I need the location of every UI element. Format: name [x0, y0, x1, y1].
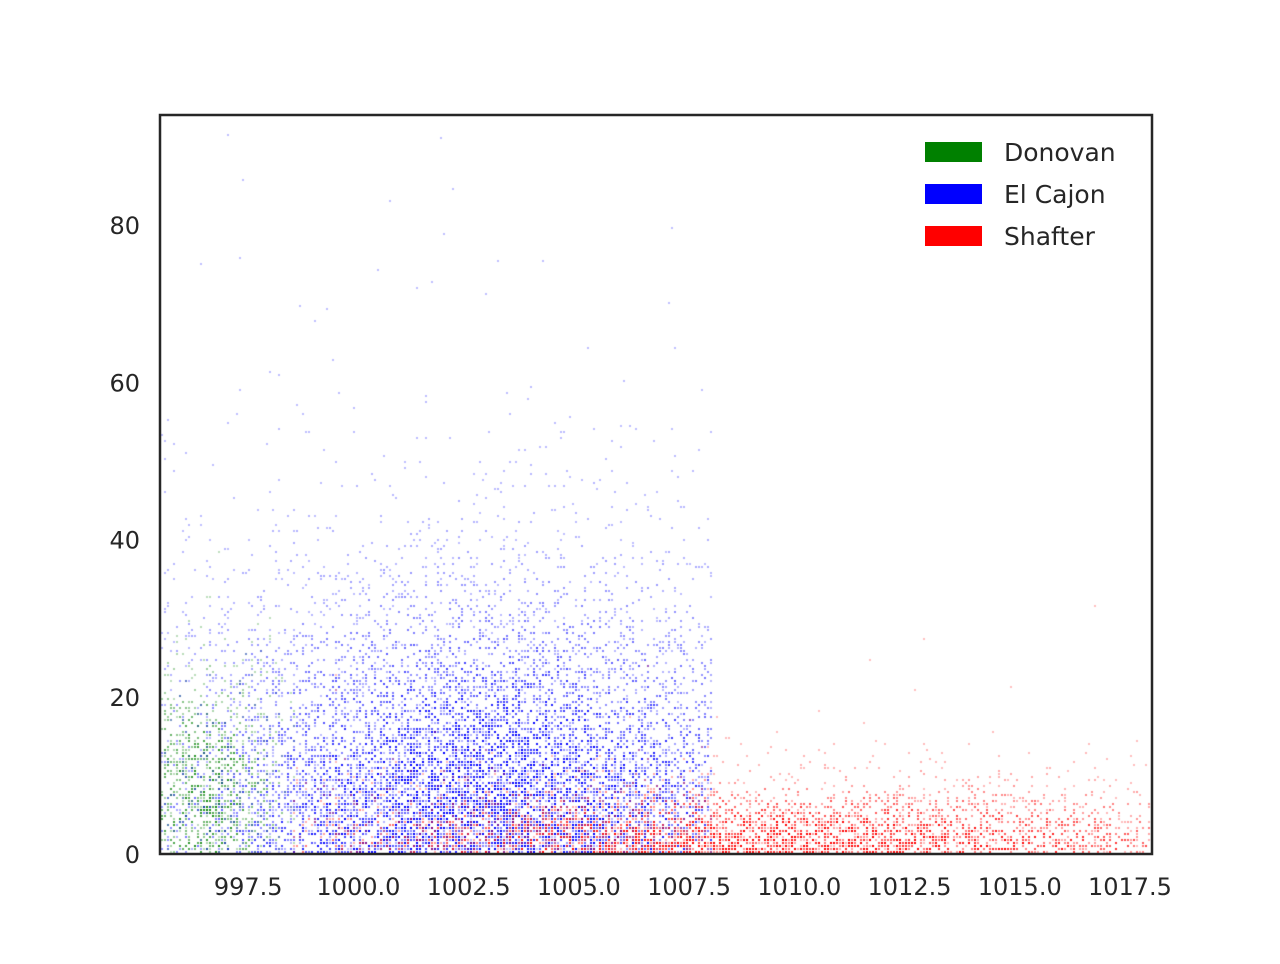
y-tick-label: 60 — [109, 369, 140, 397]
legend-label: El Cajon — [1004, 180, 1106, 209]
density-heatmap — [161, 116, 1151, 853]
x-tick-label: 1010.0 — [757, 873, 841, 901]
y-tick-label: 0 — [125, 841, 140, 869]
x-tick-label: 1000.0 — [316, 873, 400, 901]
x-tick-label: 997.5 — [214, 873, 283, 901]
x-tick-label: 1012.5 — [868, 873, 952, 901]
x-tick-label: 1005.0 — [537, 873, 621, 901]
x-tick-label: 1015.0 — [978, 873, 1062, 901]
legend-swatch — [925, 142, 982, 162]
y-tick-label: 80 — [109, 212, 140, 240]
legend-label: Shafter — [1004, 222, 1096, 251]
y-tick-label: 20 — [109, 684, 140, 712]
x-axis: 997.5 1000.0 1002.5 1005.0 1007.5 1010.0 1012.… — [214, 873, 1172, 901]
x-tick-label: 1017.5 — [1088, 873, 1172, 901]
legend: Donovan El Cajon Shafter — [925, 138, 1116, 251]
x-tick-label: 1002.5 — [427, 873, 511, 901]
legend-label: Donovan — [1004, 138, 1116, 167]
plot-frame — [158, 113, 1154, 856]
y-axis: 0 20 40 60 80 — [109, 212, 140, 869]
x-tick-label: 1007.5 — [647, 873, 731, 901]
legend-swatch — [925, 226, 982, 246]
y-tick-label: 40 — [109, 527, 140, 555]
legend-swatch — [925, 184, 982, 204]
